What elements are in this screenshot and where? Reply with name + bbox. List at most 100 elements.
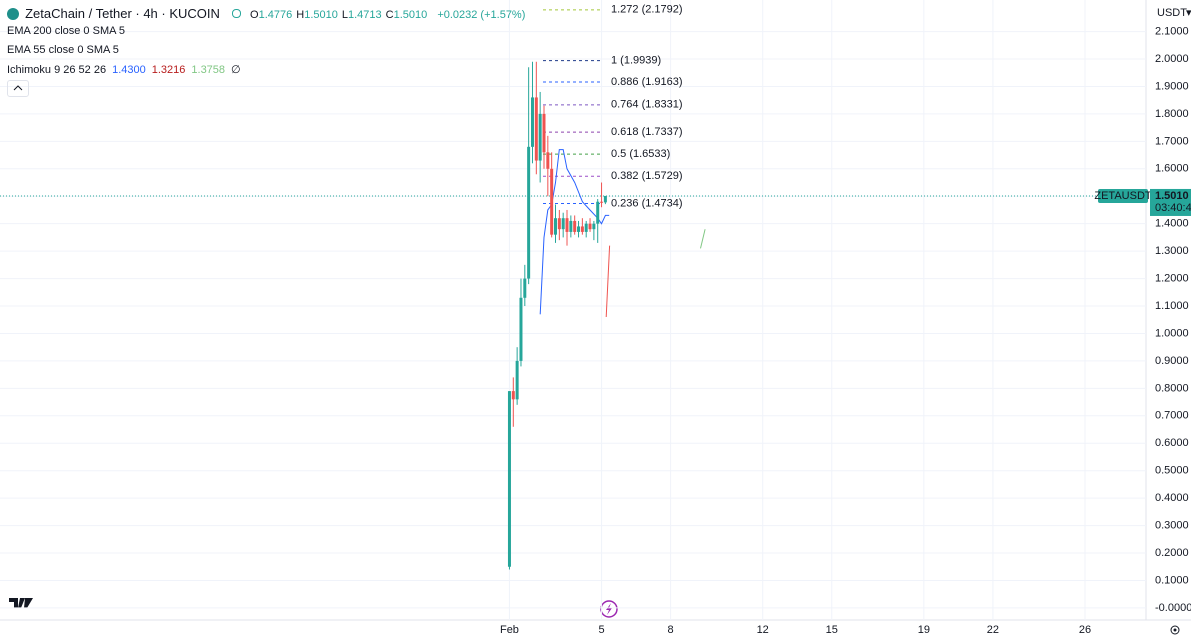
candle-body [542, 113, 546, 153]
x-tick-label: 12 [757, 624, 769, 636]
ohlc-label: H [296, 9, 305, 21]
candle-body [569, 220, 573, 232]
y-tick-label: 0.5000 [1155, 465, 1189, 477]
collapse-button[interactable] [7, 80, 29, 97]
candle-body [519, 297, 523, 361]
change: +0.0232 (+1.57%) [437, 9, 526, 21]
candle-body [523, 278, 527, 298]
fib-label: 0.5 (1.6533) [611, 148, 670, 160]
candle-body [550, 168, 554, 235]
indicator-value: 1.3216 [151, 64, 186, 76]
indicator-name: EMA 55 close 0 SMA 5 [7, 44, 119, 56]
price-axis [1146, 0, 1191, 638]
indicator-line [539, 149, 610, 315]
y-tick-label: 0.3000 [1155, 519, 1189, 531]
candle-body [573, 220, 577, 232]
x-tick-label: 22 [987, 624, 999, 636]
indicator-name: Ichimoku 9 26 52 26 [7, 64, 107, 76]
candle-body [507, 391, 511, 567]
ohlc-label: O [250, 9, 259, 21]
ticker-label: ZETAUSDT [1094, 190, 1152, 202]
candle-body [600, 201, 604, 203]
candle-body [511, 391, 515, 400]
y-tick-label: 0.6000 [1155, 437, 1189, 449]
x-tick-label: 5 [598, 624, 604, 636]
y-tick-label: 1.7000 [1155, 135, 1189, 147]
y-tick-label: 2.1000 [1155, 25, 1189, 37]
tv-logo [9, 598, 33, 608]
last-price-label: 1.5010 [1155, 190, 1189, 202]
y-tick-label: 1.3000 [1155, 245, 1189, 257]
y-tick-label: 0.8000 [1155, 382, 1189, 394]
y-tick-label: 1.0000 [1155, 327, 1189, 339]
fib-label: 1 (1.9939) [611, 55, 661, 67]
indicator-legend: EMA 55 close 0 SMA 5 [7, 44, 125, 56]
candle-body [603, 195, 607, 203]
y-tick-label: 0.9000 [1155, 355, 1189, 367]
x-tick-label: 15 [826, 624, 838, 636]
indicator-name: EMA 200 close 0 SMA 5 [7, 25, 126, 37]
indicator-legend: EMA 200 close 0 SMA 5 [7, 25, 131, 37]
candle-body [592, 223, 596, 230]
candle-body [561, 218, 565, 230]
candle-body [534, 97, 538, 161]
status-dot [231, 9, 241, 18]
candle-body [527, 146, 531, 279]
y-tick-label: -0.0000 [1155, 602, 1191, 614]
ohlc-value: 1.4776 [258, 9, 293, 21]
indicator-value: 1.4300 [112, 64, 146, 76]
fib-label: 0.618 (1.7337) [611, 126, 683, 138]
y-tick-label: 2.0000 [1155, 53, 1189, 65]
symbol-icon [7, 8, 19, 20]
candle-body [546, 152, 550, 169]
x-tick-label: Feb [500, 624, 519, 636]
candle-body [530, 97, 534, 147]
indicator-line [605, 245, 611, 318]
y-tick-label: 1.6000 [1155, 163, 1189, 175]
x-tick-label: 26 [1079, 624, 1091, 636]
fib-label: 0.886 (1.9163) [611, 76, 683, 88]
candle-body [588, 223, 592, 230]
currency-button[interactable]: USDT [1157, 7, 1187, 19]
y-tick-label: 1.1000 [1155, 300, 1189, 312]
lightning-icon[interactable] [600, 600, 618, 618]
candle-body [565, 218, 569, 232]
candle-body [557, 218, 561, 230]
indicator-legend: Ichimoku 9 26 52 26 1.4300 1.3216 1.3758 ∅ [7, 63, 247, 76]
ohlc-label: C [385, 9, 394, 21]
ohlc-value: 1.5010 [393, 9, 428, 21]
fib-label: 0.382 (1.5729) [611, 170, 683, 182]
currency-caret: ▾ [1186, 7, 1191, 19]
y-tick-label: 0.7000 [1155, 410, 1189, 422]
price-tag [1150, 188, 1191, 216]
x-tick-label: 8 [668, 624, 674, 636]
ohlc-value: 1.4713 [347, 9, 382, 21]
indicator-value: ∅ [231, 64, 241, 76]
y-tick-label: 1.9000 [1155, 80, 1189, 92]
ohlc: O1.4776 H1.5010 L1.4713 C1.5010 [250, 9, 431, 21]
candle-body [596, 201, 600, 224]
settings-icon[interactable] [1170, 625, 1180, 635]
y-tick-label: 0.1000 [1155, 574, 1189, 586]
indicator-line [700, 229, 706, 249]
y-tick-label: 1.8000 [1155, 108, 1189, 120]
fib-label: 1.272 (2.1792) [611, 4, 683, 16]
candle-body [580, 226, 584, 232]
fib-label: 0.236 (1.4734) [611, 197, 683, 209]
ohlc-label: L [341, 9, 348, 21]
symbol: ZetaChain / Tether · 4h · KUCOIN [25, 6, 220, 21]
symbol-legend: ZetaChain / Tether · 4h · KUCOIN O1.4776… [7, 6, 528, 21]
ticker-tag [1098, 188, 1148, 203]
y-tick-label: 1.2000 [1155, 272, 1189, 284]
countdown: 03:40:45 [1155, 202, 1191, 214]
candle-body [584, 223, 588, 232]
candle-body [515, 360, 519, 400]
y-tick-label: 0.4000 [1155, 492, 1189, 504]
y-tick-label: 0.2000 [1155, 547, 1189, 559]
candle-body [538, 113, 542, 161]
candle-body [554, 218, 558, 235]
ohlc-value: 1.5010 [304, 9, 338, 21]
